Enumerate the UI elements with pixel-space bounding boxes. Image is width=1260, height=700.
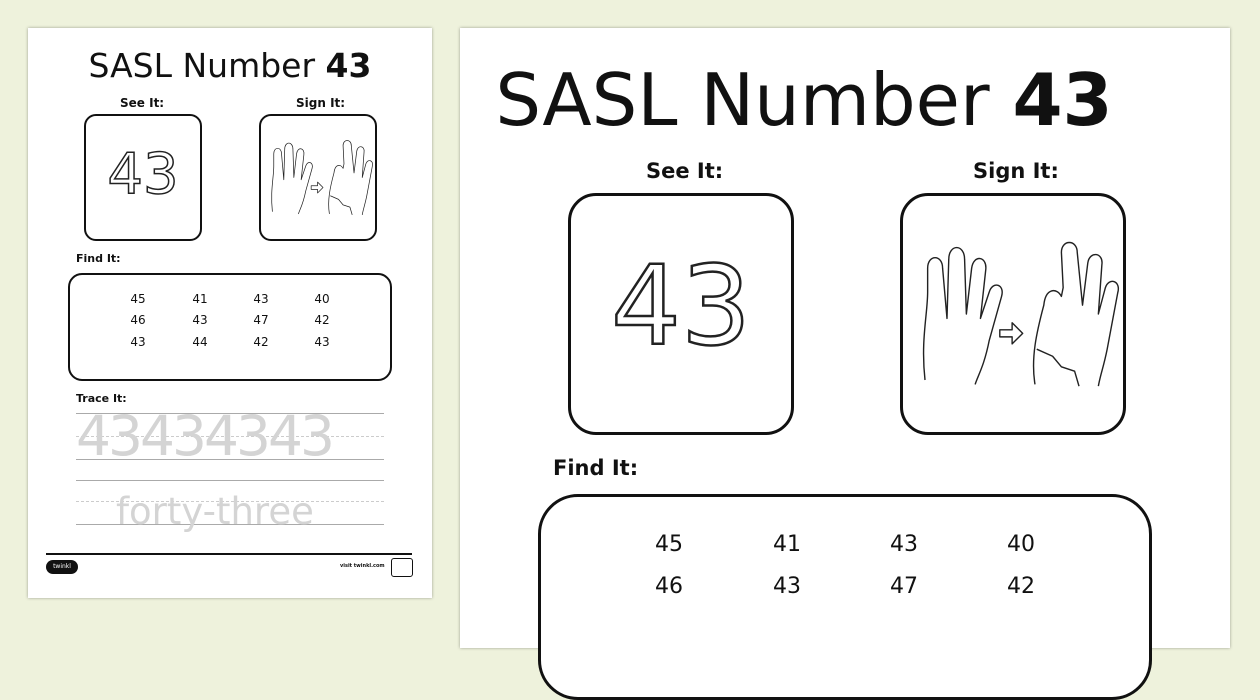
find-it-label: Find It: xyxy=(553,456,639,480)
title-text: SASL Number xyxy=(495,58,990,142)
find-number: 45 xyxy=(655,531,683,557)
trace-it-label: Trace It: xyxy=(76,392,127,405)
footer-rule xyxy=(46,553,412,555)
find-number: 40 xyxy=(314,291,330,306)
find-number: 41 xyxy=(773,531,801,557)
guide-line xyxy=(76,413,384,414)
find-number: 42 xyxy=(314,312,330,327)
title-text: SASL Number xyxy=(88,46,316,85)
find-number: 43 xyxy=(130,334,146,349)
find-number: 47 xyxy=(253,312,269,327)
find-number: 42 xyxy=(1007,573,1035,599)
outlined-number: 43 xyxy=(107,141,180,208)
sign-it-label: Sign It: xyxy=(296,96,346,110)
footer-url: visit twinkl.com xyxy=(340,563,385,569)
arrow-right-icon xyxy=(999,322,1024,345)
outlined-number: 43 xyxy=(610,241,752,372)
open-hand-icon xyxy=(271,142,313,215)
twinkl-logo: twinkl xyxy=(46,560,78,574)
find-number: 43 xyxy=(253,291,269,306)
see-it-box: 43 xyxy=(568,193,794,435)
see-it-label: See It: xyxy=(646,159,724,183)
find-number: 41 xyxy=(192,291,208,306)
sign-hands-illustration xyxy=(922,241,1120,387)
find-number: 43 xyxy=(890,531,918,557)
signing-hand-icon xyxy=(1032,241,1120,387)
find-number: 45 xyxy=(130,291,146,306)
find-number: 43 xyxy=(314,334,330,349)
sign-hands-illustration xyxy=(271,140,373,215)
sign-it-box xyxy=(259,114,377,241)
find-number: 47 xyxy=(890,573,918,599)
find-number: 46 xyxy=(655,573,683,599)
find-it-label: Find It: xyxy=(76,252,121,265)
open-hand-icon xyxy=(922,246,1003,385)
trace-word: forty-three xyxy=(116,490,314,533)
find-it-box: 45 41 43 40 46 43 47 42 43 44 42 43 xyxy=(68,273,392,381)
find-number: 43 xyxy=(192,312,208,327)
find-number: 46 xyxy=(130,312,146,327)
page-title: SASL Number 43 xyxy=(460,58,1146,142)
footer-badge-icon xyxy=(391,558,413,577)
logo-text: twinkl xyxy=(53,563,71,570)
see-it-box: 43 xyxy=(84,114,202,241)
find-number: 44 xyxy=(192,334,208,349)
trace-numbers: 43434343 xyxy=(76,404,335,468)
find-number: 43 xyxy=(773,573,801,599)
arrow-right-icon xyxy=(310,181,324,194)
worksheet-zoomed[interactable]: SASL Number 43 See It: Sign It: 43 Find … xyxy=(460,28,1230,700)
sign-it-box xyxy=(900,193,1126,435)
guide-line xyxy=(76,459,384,460)
guide-line-dashed xyxy=(76,501,384,502)
guide-line-dashed xyxy=(76,436,384,437)
find-it-box: 45 41 43 40 46 43 47 42 xyxy=(538,494,1152,700)
title-number: 43 xyxy=(1012,58,1113,142)
worksheet-thumbnail[interactable]: SASL Number 43 See It: Sign It: 43 Find … xyxy=(28,28,432,598)
find-number: 40 xyxy=(1007,531,1035,557)
title-number: 43 xyxy=(325,46,372,85)
signing-hand-icon xyxy=(328,140,373,215)
see-it-label: See It: xyxy=(120,96,165,110)
page-title: SASL Number 43 xyxy=(28,46,432,85)
guide-line xyxy=(76,524,384,525)
guide-line xyxy=(76,480,384,481)
sign-it-label: Sign It: xyxy=(973,159,1059,183)
find-number: 42 xyxy=(253,334,269,349)
